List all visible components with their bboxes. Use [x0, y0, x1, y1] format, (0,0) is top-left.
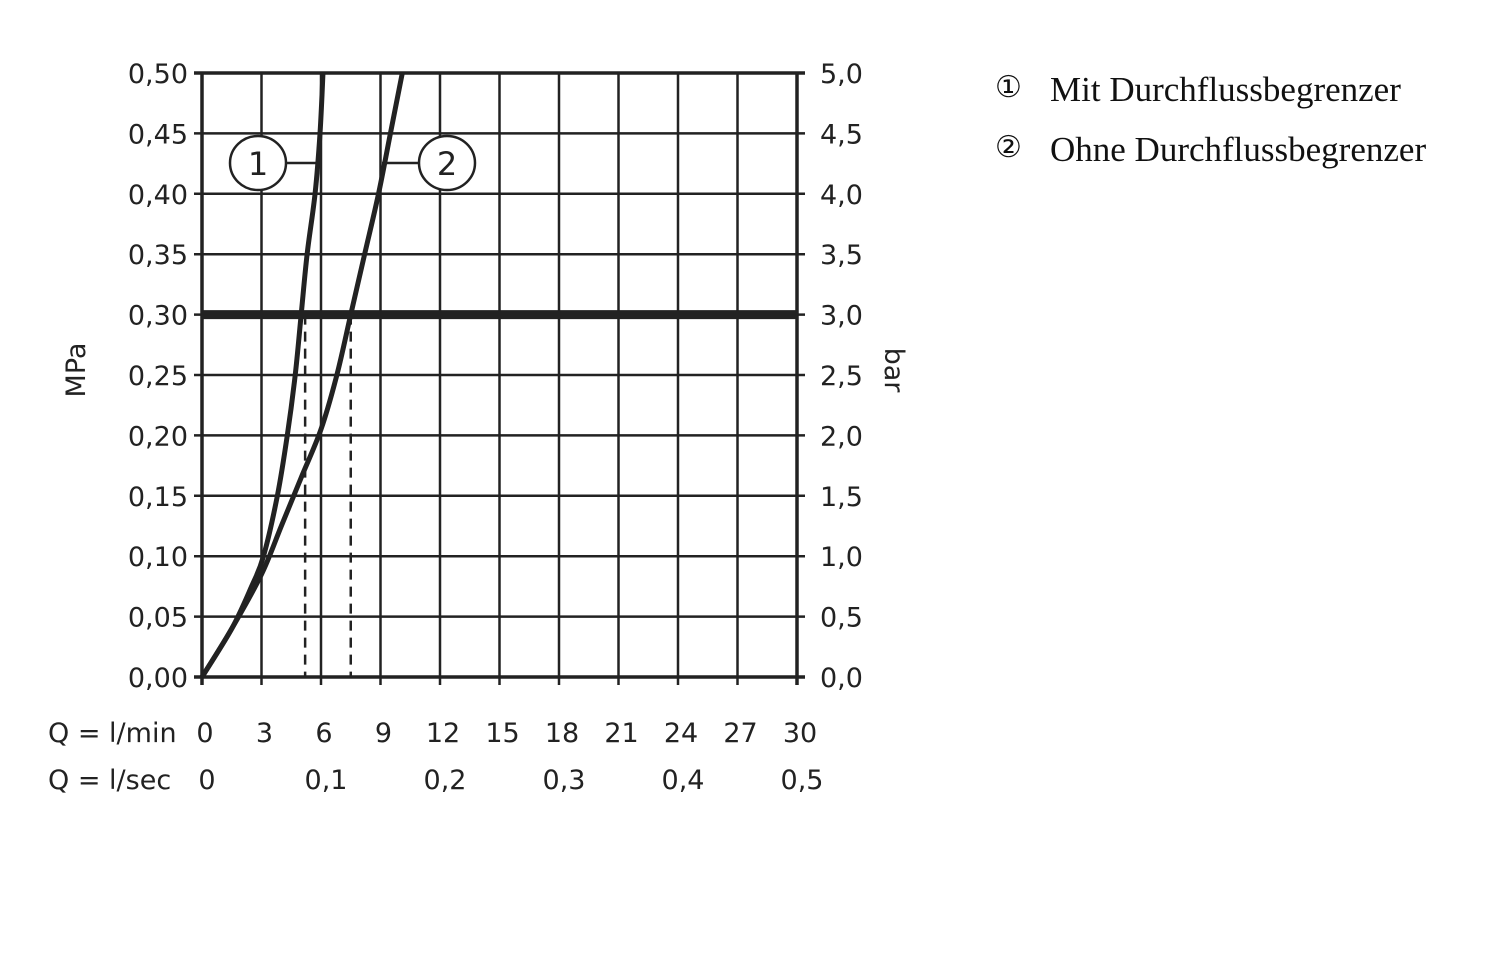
curve-label-circle [417, 134, 477, 192]
curve-label-circle [228, 134, 288, 192]
y-right-tick-label: 0,5 [820, 603, 863, 634]
y-right-tick-label: 4,0 [820, 180, 863, 211]
y-tick-label: 0,15 [128, 482, 188, 513]
x-tick-label: 24 [664, 718, 698, 749]
y-tick-label: 0,35 [128, 240, 188, 271]
y-right-tick-label: 1,0 [820, 542, 863, 573]
series-curve-2 [199, 72, 405, 679]
y-tick-label: 0,20 [128, 421, 188, 452]
y-right-tick-label: 0,0 [820, 663, 863, 694]
y-right-tick-label: 2,5 [820, 361, 863, 392]
y-tick-label: 0,45 [128, 119, 188, 150]
y-tick-label: 0,50 [128, 59, 188, 90]
x2-axis-label: Q = l/sec [48, 765, 171, 796]
x-axis-label: Q = l/min [48, 718, 177, 749]
legend-item-1: ① Mit Durchflussbegrenzer [995, 66, 1470, 113]
y-tick-label: 0,05 [128, 603, 188, 634]
y-right-axis-label: bar [878, 348, 909, 394]
x2-tick-label: 0,1 [305, 765, 348, 796]
x2-tick-label: 0 [198, 765, 215, 796]
x2-tick-label: 0,4 [662, 765, 705, 796]
y-tick-label: 0,30 [128, 301, 188, 332]
x-tick-label: 9 [375, 718, 392, 749]
x-tick-label: 12 [426, 718, 460, 749]
y-tick-label: 0,25 [128, 361, 188, 392]
y-tick-label: 0,00 [128, 663, 188, 694]
y-tick-label: 0,40 [128, 180, 188, 211]
x-tick-label: 6 [315, 718, 332, 749]
x-tick-label: 21 [604, 718, 638, 749]
x-tick-label: 15 [485, 718, 519, 749]
y-right-tick-label: 3,5 [820, 240, 863, 271]
legend-marker-2: ② [995, 130, 1022, 165]
y-tick-label: 0,10 [128, 542, 188, 573]
x2-tick-label: 0,3 [543, 765, 586, 796]
x-tick-label: 0 [196, 718, 213, 749]
legend-marker-1: ① [995, 70, 1022, 105]
curve-label-text: 2 [437, 145, 457, 183]
x-tick-label: 30 [783, 718, 817, 749]
series-curve-1 [199, 72, 326, 679]
legend-text-1: Mit Durchflussbegrenzer [1050, 70, 1401, 109]
y-right-tick-label: 4,5 [820, 119, 863, 150]
y-right-tick-label: 2,0 [820, 421, 863, 452]
legend-text-2: Ohne Durchflussbegrenzer [1050, 130, 1427, 169]
y-right-tick-label: 3,0 [820, 301, 863, 332]
curve-label-text: 1 [248, 145, 268, 183]
x-tick-label: 3 [256, 718, 273, 749]
x2-tick-label: 0,2 [424, 765, 467, 796]
x-tick-label: 27 [723, 718, 757, 749]
x2-tick-label: 0,5 [781, 765, 824, 796]
y-right-tick-label: 1,5 [820, 482, 863, 513]
x-tick-label: 18 [545, 718, 579, 749]
legend-item-2: ② Ohne Durchflussbegrenzer [995, 126, 1470, 173]
y-right-tick-label: 5,0 [820, 59, 863, 90]
y-axis-label: MPa [61, 343, 92, 398]
